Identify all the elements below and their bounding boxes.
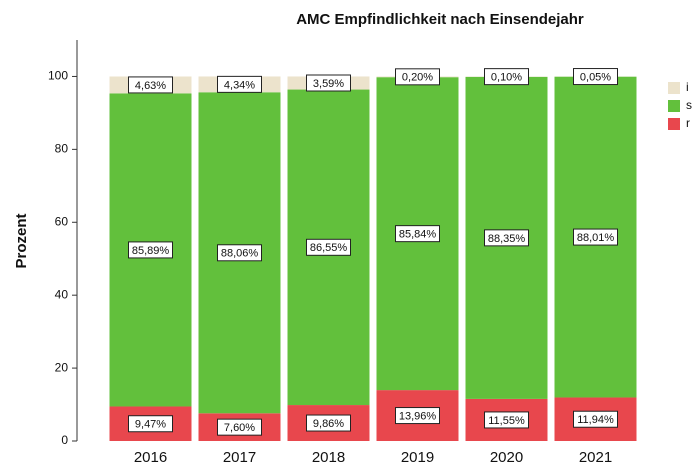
- value-label-box: [395, 68, 440, 86]
- x-tick-label: 2021: [579, 449, 612, 466]
- value-label: 11,55%: [488, 415, 525, 427]
- value-label: 88,35%: [488, 233, 526, 245]
- x-tick-label: 2017: [223, 449, 256, 466]
- value-label-box: [484, 68, 529, 86]
- value-label: 7,60%: [224, 422, 255, 434]
- value-label: 0,05%: [580, 71, 611, 83]
- y-tick-label: 80: [55, 142, 69, 156]
- value-label-box: [573, 68, 618, 86]
- value-label-box: [306, 238, 351, 256]
- value-label: 11,94%: [577, 414, 614, 426]
- value-label: 88,01%: [577, 232, 615, 244]
- y-tick-label: 60: [55, 214, 69, 228]
- y-tick-label: 0: [61, 433, 68, 447]
- legend-label: i: [686, 80, 689, 94]
- legend-label: s: [686, 98, 692, 112]
- value-label: 0,10%: [491, 72, 522, 84]
- value-label: 86,55%: [310, 242, 348, 254]
- y-tick-label: 20: [55, 360, 69, 374]
- value-label-box: [306, 74, 351, 92]
- legend-swatch: [668, 100, 680, 112]
- legend-label: r: [686, 116, 690, 130]
- value-label-box: [128, 415, 173, 433]
- value-label: 13,96%: [399, 410, 437, 422]
- value-label-box: [484, 411, 529, 429]
- value-label-box: [128, 241, 173, 259]
- chart-title: AMC Empfindlichkeit nach Einsendejahr: [296, 11, 584, 28]
- value-label-box: [573, 228, 618, 246]
- value-label-box: [306, 414, 351, 432]
- value-label-box: [484, 229, 529, 247]
- value-label: 4,34%: [224, 79, 255, 91]
- value-label: 85,84%: [399, 229, 437, 241]
- x-tick-label: 2020: [490, 449, 523, 466]
- value-label: 9,86%: [313, 418, 344, 430]
- x-tick-label: 2016: [134, 449, 167, 466]
- value-label: 9,47%: [135, 419, 166, 431]
- value-label-box: [573, 410, 618, 428]
- legend-swatch: [668, 118, 680, 130]
- y-axis-label: Prozent: [13, 213, 30, 268]
- value-label: 85,89%: [132, 245, 170, 257]
- value-label-box: [395, 225, 440, 243]
- value-label: 4,63%: [135, 80, 166, 92]
- value-label: 3,59%: [313, 78, 344, 90]
- value-label: 88,06%: [221, 248, 259, 260]
- value-label-box: [395, 407, 440, 425]
- value-label-box: [217, 244, 262, 262]
- value-label: 0,20%: [402, 72, 433, 84]
- legend-swatch: [668, 82, 680, 94]
- y-tick-label: 100: [48, 69, 68, 83]
- value-label-box: [128, 76, 173, 94]
- value-label-box: [217, 418, 262, 436]
- y-tick-label: 40: [55, 287, 69, 301]
- x-tick-label: 2019: [401, 449, 434, 466]
- x-tick-label: 2018: [312, 449, 345, 466]
- value-label-box: [217, 75, 262, 93]
